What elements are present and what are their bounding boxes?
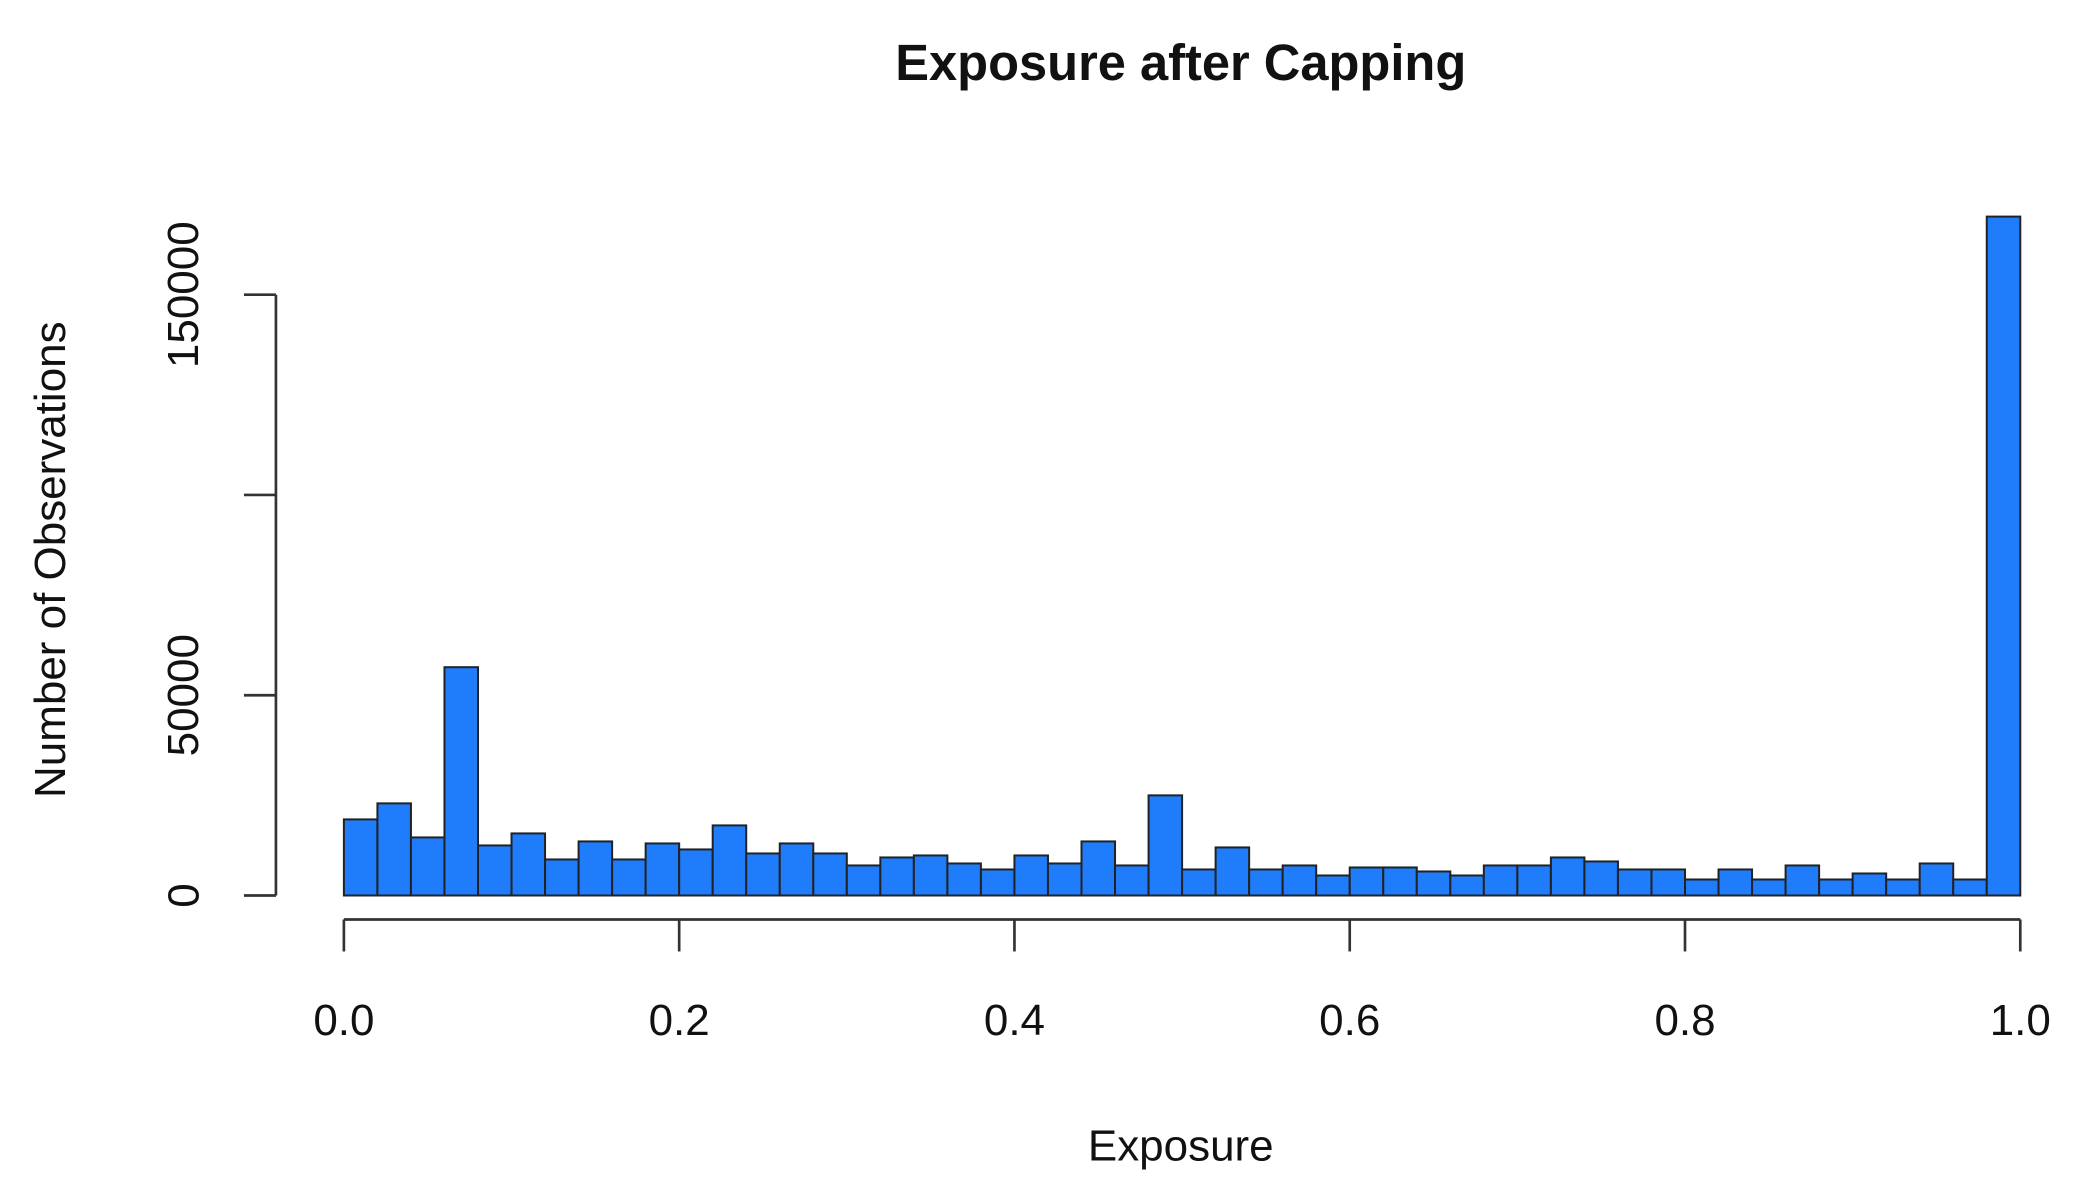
bar xyxy=(1114,864,1150,897)
bar xyxy=(1080,840,1117,897)
bar xyxy=(1616,868,1653,897)
bar xyxy=(1281,864,1318,897)
bar xyxy=(1985,215,2022,897)
bar xyxy=(711,824,748,897)
x-tick-label: 0.8 xyxy=(1654,996,1715,1045)
bar xyxy=(409,836,446,897)
bar xyxy=(1583,860,1619,897)
bar xyxy=(1147,794,1184,897)
y-tick-label: 0 xyxy=(159,883,208,907)
x-tick-label: 1.0 xyxy=(1990,996,2051,1045)
bar xyxy=(1382,866,1418,897)
bar xyxy=(946,862,982,897)
bar xyxy=(544,858,580,897)
bar xyxy=(1684,878,1720,897)
bar xyxy=(342,818,379,897)
bar xyxy=(577,840,614,897)
bar xyxy=(1650,868,1687,897)
bar xyxy=(979,868,1016,897)
bar xyxy=(745,852,781,897)
bar xyxy=(1181,868,1217,897)
bar xyxy=(1549,856,1586,897)
bar xyxy=(812,852,848,897)
bar xyxy=(644,842,681,897)
y-tick-label: 150000 xyxy=(159,221,208,368)
bar xyxy=(1013,854,1049,897)
x-tick-label: 0.4 xyxy=(984,996,1045,1045)
bar xyxy=(376,802,412,897)
x-tick-label: 0.2 xyxy=(649,996,710,1045)
bar xyxy=(1348,866,1385,897)
x-tick-label: 0.6 xyxy=(1319,996,1380,1045)
bar xyxy=(1952,878,1988,897)
y-axis-label: Number of Observations xyxy=(26,321,75,798)
bar xyxy=(510,832,547,897)
bar xyxy=(1717,868,1754,897)
bar xyxy=(443,666,479,897)
bar xyxy=(1885,878,1921,897)
x-tick-label: 0.0 xyxy=(313,996,374,1045)
x-axis-label: Exposure xyxy=(1088,1121,1274,1170)
bar xyxy=(1046,862,1083,897)
bar xyxy=(1449,874,1485,897)
bar xyxy=(1918,862,1955,897)
bar xyxy=(1214,846,1251,897)
bar xyxy=(477,844,513,897)
chart-title: Exposure after Capping xyxy=(895,34,1466,91)
bar xyxy=(1851,872,1888,897)
bar xyxy=(1751,878,1787,897)
bar xyxy=(1415,870,1452,897)
bar xyxy=(778,842,815,897)
bar xyxy=(1482,864,1519,897)
bar xyxy=(845,864,882,897)
bar xyxy=(1516,864,1552,897)
bar xyxy=(912,854,949,897)
bar xyxy=(1248,868,1284,897)
bar xyxy=(1315,874,1351,897)
bar xyxy=(1784,864,1821,897)
bar xyxy=(678,848,714,897)
bar xyxy=(611,858,647,897)
y-tick-label: 50000 xyxy=(159,634,208,756)
bar xyxy=(879,856,915,897)
bar xyxy=(1818,878,1854,897)
